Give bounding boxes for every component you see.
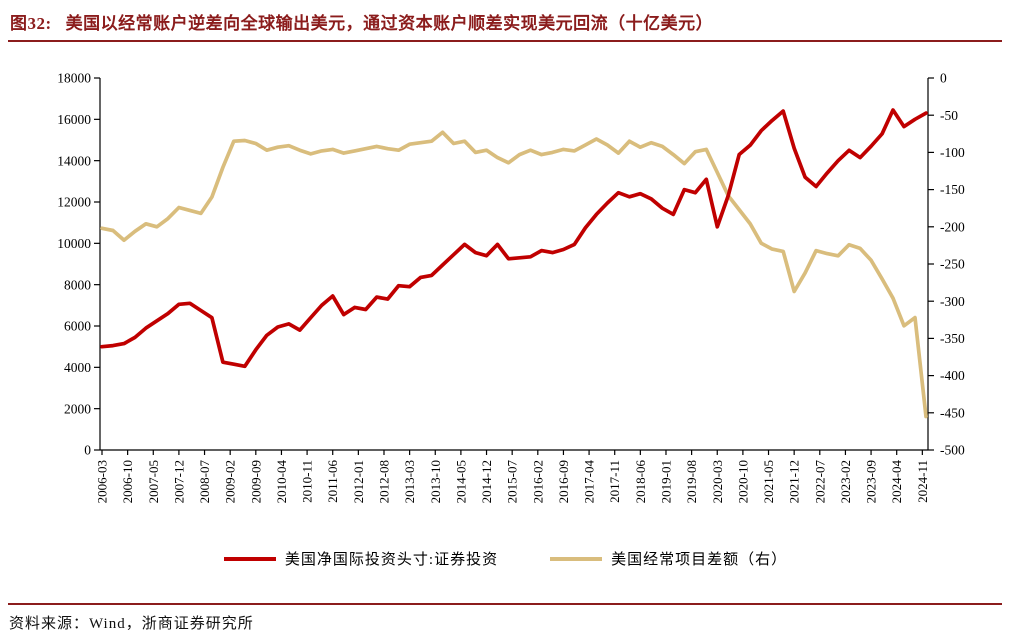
x-axis-tick-label: 2006-03 [95, 460, 110, 503]
x-axis-tick-label: 2010-04 [274, 460, 289, 504]
x-axis-tick-label: 2017-11 [607, 460, 622, 503]
right-axis-tick-label: -400 [940, 368, 965, 383]
right-axis-tick-label: -450 [940, 405, 965, 420]
left-axis-tick-label: 18000 [57, 71, 91, 86]
dual-axis-line-chart: 0 2000 4000 6000 8000 10000 12000 14000 16000 180… [57, 71, 965, 504]
right-axis-tick-label: -50 [940, 108, 958, 123]
x-axis-tick-label: 2019-01 [658, 460, 673, 503]
left-axis-tick-label: 8000 [64, 277, 91, 292]
x-axis-tick-label: 2017-04 [582, 460, 597, 504]
x-axis-tick-label: 2023-02 [838, 460, 853, 503]
figure-title: 图32: 美国以经常账户逆差向全球输出美元，通过资本账户顺差实现美元回流（十亿美元… [10, 9, 1000, 34]
right-axis-tick-label: -250 [940, 257, 965, 272]
legend-label-niip: 美国净国际投资头寸:证券投资 [284, 552, 499, 568]
legend-item-current-account: 美国经常项目差额（右） [550, 548, 787, 569]
left-axis-tick-label: 2000 [64, 401, 91, 416]
x-axis-tick-label: 2009-09 [248, 460, 263, 503]
left-axis-tick-label: 16000 [57, 112, 91, 127]
figure-title-text: 美国以经常账户逆差向全球输出美元，通过资本账户顺差实现美元回流（十亿美元） [65, 14, 714, 33]
legend-swatch-tan-line [550, 556, 603, 561]
x-axis-tick-label: 2021-05 [761, 460, 776, 503]
x-axis-tick-label: 2012-01 [351, 460, 366, 503]
right-axis-tick-label: -100 [940, 145, 965, 160]
x-axis-tick-label: 2020-10 [735, 460, 750, 503]
x-axis-tick-label: 2008-07 [197, 460, 212, 504]
x-axis-tick-label: 2010-11 [300, 460, 315, 503]
chart-legend: 美国净国际投资头寸:证券投资 美国经常项目差额（右） [0, 548, 1011, 569]
x-axis-tick-label: 2009-02 [223, 460, 238, 503]
x-axis-tick-label: 2007-05 [146, 460, 161, 503]
x-axis-tick-label: 2016-02 [530, 460, 545, 503]
legend-swatch-red-line [223, 556, 276, 561]
left-axis-tick-label: 0 [84, 443, 91, 458]
series-line-niip-portfolio [100, 108, 928, 369]
x-axis-tick-label: 2014-12 [479, 460, 494, 503]
figure-number-label: 图32: [10, 14, 52, 33]
left-axis-tick-label: 10000 [57, 236, 91, 251]
x-axis-tick-label: 2016-09 [556, 460, 571, 503]
x-axis-tick-label: 2015-07 [505, 460, 520, 504]
x-axis-tick-label: 2013-10 [428, 460, 443, 503]
series-line-current-account [100, 130, 928, 419]
x-axis-tick-label: 2014-05 [453, 460, 468, 503]
left-axis-tick-label: 12000 [57, 195, 91, 210]
legend-label-current-account: 美国经常项目差额（右） [611, 552, 788, 568]
legend-item-niip-portfolio: 美国净国际投资头寸:证券投资 [223, 548, 499, 569]
right-axis-tick-label: -300 [940, 294, 965, 309]
left-axis-tick-label: 6000 [64, 319, 91, 334]
right-axis-tick-label: -350 [940, 331, 965, 346]
x-axis-tick-label: 2022-07 [812, 460, 827, 504]
right-axis-tick-label: -500 [940, 443, 965, 458]
x-axis-tick-label: 2024-04 [889, 460, 904, 504]
left-axis-tick-label: 4000 [64, 360, 91, 375]
x-axis-tick-label: 2023-09 [864, 460, 879, 503]
title-divider-rule [8, 40, 1002, 42]
x-axis-tick-label: 2007-12 [171, 460, 186, 503]
right-axis-tick-label: 0 [940, 71, 947, 86]
x-axis-tick-label: 2020-03 [710, 460, 725, 503]
x-axis-tick-label: 2019-08 [684, 460, 699, 503]
source-divider-rule [8, 603, 1002, 605]
x-axis-tick-label: 2006-10 [120, 460, 135, 503]
source-note: 资料来源：Wind，浙商证券研究所 [9, 616, 254, 632]
right-axis-tick-label: -150 [940, 182, 965, 197]
x-axis-tick-label: 2011-06 [325, 460, 340, 503]
x-axis-tick-label: 2024-11 [915, 460, 930, 503]
x-axis-tick-label: 2013-03 [402, 460, 417, 503]
left-axis-tick-label: 14000 [57, 153, 91, 168]
right-axis-tick-label: -200 [940, 219, 965, 234]
x-axis-tick-label: 2018-06 [633, 460, 648, 504]
x-axis-tick-label: 2012-08 [376, 460, 391, 503]
x-axis-tick-label: 2021-12 [787, 460, 802, 503]
